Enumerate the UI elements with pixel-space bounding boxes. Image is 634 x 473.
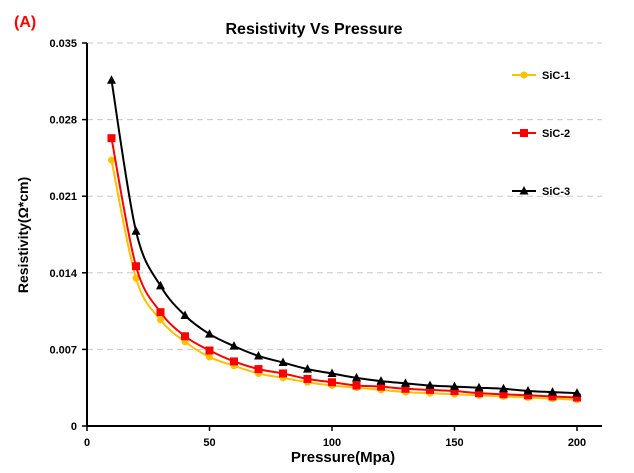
data-point [303,374,312,383]
data-point [205,346,214,355]
data-point [254,365,263,374]
data-point [108,156,115,164]
y-tick-label: 0.021 [49,191,77,203]
data-point [205,329,214,338]
x-tick-label: 50 [203,437,215,449]
data-point [229,341,239,350]
y-tick-label: 0.028 [49,115,77,127]
panel-label: (A) [14,14,36,31]
data-point [401,384,410,393]
data-point [499,383,508,393]
data-point [303,364,312,373]
series-sic-3 [107,75,582,397]
data-point [206,353,213,361]
series-line [110,138,578,399]
y-tick-label: 0.007 [49,344,77,356]
data-point [573,393,581,402]
data-point [328,378,336,387]
data-point [548,392,557,401]
data-point [450,381,459,391]
x-tick-label: 200 [568,437,586,449]
data-point [524,391,532,400]
y-tick-label: 0 [71,421,77,433]
data-point [352,381,361,390]
data-point [548,387,557,396]
data-point [499,390,508,399]
legend-item: SiC-1 [512,70,570,82]
data-point [180,310,190,319]
data-point [156,280,165,290]
y-tick-label: 0.014 [49,268,77,280]
data-point [181,332,189,341]
legend-label: SiC-1 [542,70,570,82]
legend-item: SiC-3 [512,186,570,198]
data-point [519,186,529,195]
data-point [107,134,116,143]
data-point [572,388,582,397]
series-sic-1 [108,156,581,404]
data-point [520,71,528,79]
x-tick-label: 100 [323,437,341,449]
data-point [523,385,533,395]
data-point [156,308,165,317]
x-axis-label: Pressure(Mpa) [291,449,395,466]
data-point [254,350,263,360]
data-point [279,369,287,378]
legend-label: SiC-2 [542,128,570,140]
data-point [157,316,164,324]
data-point [376,376,386,385]
data-point [450,386,459,395]
data-point [132,274,140,282]
data-point [520,129,528,137]
data-point [352,372,361,382]
data-point [230,357,238,366]
series-line [110,80,578,395]
data-point [475,389,483,398]
data-point [426,385,434,394]
y-axis-label: Resistivity(Ω*cm) [15,177,31,293]
data-point [131,226,141,235]
chart-title: Resistivity Vs Pressure [226,21,403,38]
data-point [132,262,140,271]
data-point [377,382,385,391]
x-tick-label: 0 [84,437,90,449]
data-point [327,368,337,377]
data-point [278,357,288,367]
series-sic-2 [107,134,581,402]
y-tick-label: 0.035 [49,38,77,50]
data-point [474,382,484,392]
legend-item: SiC-2 [512,128,570,140]
x-tick-label: 150 [445,437,463,449]
data-point [425,380,435,390]
data-point [401,378,410,387]
legend-label: SiC-3 [542,186,570,198]
data-point [107,75,116,84]
